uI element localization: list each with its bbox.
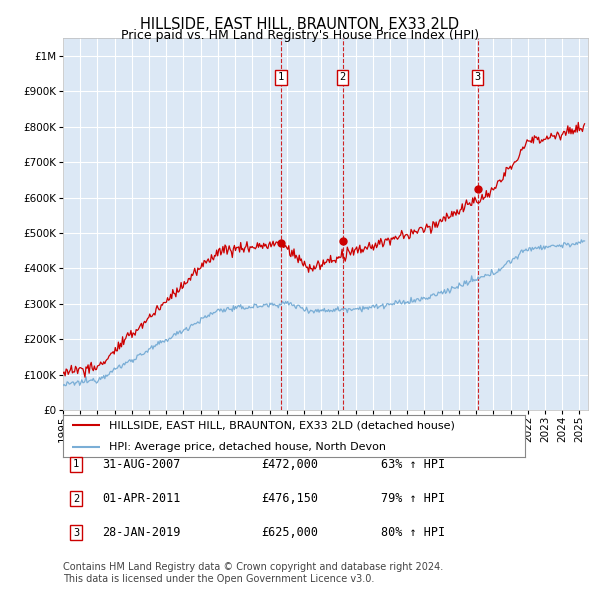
Text: 1: 1 — [278, 73, 284, 82]
Text: 63% ↑ HPI: 63% ↑ HPI — [381, 458, 445, 471]
Text: £625,000: £625,000 — [261, 526, 318, 539]
Text: 01-APR-2011: 01-APR-2011 — [102, 492, 181, 505]
Text: 3: 3 — [475, 73, 481, 82]
Text: 2: 2 — [340, 73, 346, 82]
Text: £476,150: £476,150 — [261, 492, 318, 505]
Text: HILLSIDE, EAST HILL, BRAUNTON, EX33 2LD (detached house): HILLSIDE, EAST HILL, BRAUNTON, EX33 2LD … — [109, 421, 455, 430]
Text: Price paid vs. HM Land Registry's House Price Index (HPI): Price paid vs. HM Land Registry's House … — [121, 30, 479, 42]
Text: 31-AUG-2007: 31-AUG-2007 — [102, 458, 181, 471]
Text: 28-JAN-2019: 28-JAN-2019 — [102, 526, 181, 539]
Text: 2: 2 — [73, 494, 79, 503]
Text: £472,000: £472,000 — [261, 458, 318, 471]
Text: 79% ↑ HPI: 79% ↑ HPI — [381, 492, 445, 505]
Text: 1: 1 — [73, 460, 79, 469]
Text: HPI: Average price, detached house, North Devon: HPI: Average price, detached house, Nort… — [109, 442, 386, 451]
Text: 80% ↑ HPI: 80% ↑ HPI — [381, 526, 445, 539]
Text: HILLSIDE, EAST HILL, BRAUNTON, EX33 2LD: HILLSIDE, EAST HILL, BRAUNTON, EX33 2LD — [140, 17, 460, 31]
Text: Contains HM Land Registry data © Crown copyright and database right 2024.
This d: Contains HM Land Registry data © Crown c… — [63, 562, 443, 584]
Text: 3: 3 — [73, 528, 79, 537]
